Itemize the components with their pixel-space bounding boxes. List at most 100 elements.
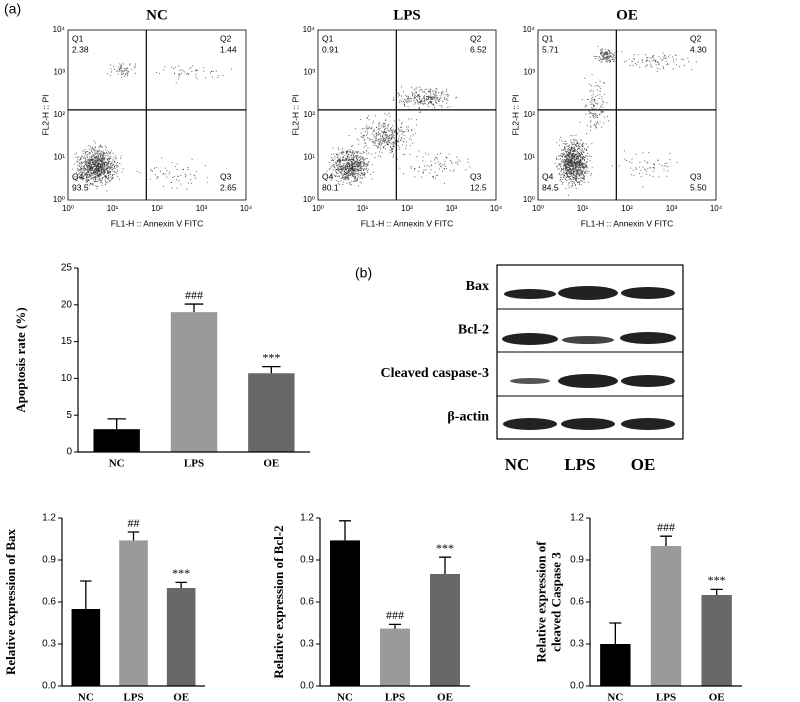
event-dot bbox=[434, 95, 436, 97]
event-dot bbox=[669, 158, 671, 160]
flow-title: LPS bbox=[393, 7, 421, 23]
event-dot bbox=[565, 158, 567, 160]
event-dot bbox=[347, 166, 349, 167]
event-dot bbox=[584, 148, 586, 149]
event-dot bbox=[411, 93, 413, 95]
event-dot bbox=[126, 69, 128, 71]
event-dot bbox=[341, 150, 343, 152]
event-dot bbox=[597, 85, 599, 87]
error-bar bbox=[339, 520, 351, 541]
event-dot bbox=[408, 118, 410, 120]
event-dot bbox=[347, 160, 349, 162]
event-dot bbox=[383, 126, 385, 128]
event-dot bbox=[570, 135, 572, 137]
event-dot bbox=[399, 149, 401, 151]
event-dot bbox=[566, 143, 568, 144]
event-dot bbox=[343, 159, 345, 161]
event-dot bbox=[691, 69, 693, 70]
event-dot bbox=[376, 126, 378, 128]
event-dot bbox=[399, 94, 400, 96]
event-dot bbox=[569, 172, 571, 174]
event-dot bbox=[109, 152, 110, 154]
event-dot bbox=[349, 167, 351, 169]
event-dot bbox=[186, 188, 188, 190]
event-dot bbox=[393, 141, 395, 143]
event-dot bbox=[695, 61, 697, 63]
event-dot bbox=[92, 176, 94, 178]
event-dot bbox=[114, 166, 115, 168]
event-dot bbox=[406, 128, 408, 130]
panel-label: (b) bbox=[355, 265, 372, 281]
event-dot bbox=[97, 179, 99, 181]
y-tick-label: 25 bbox=[61, 263, 73, 274]
event-dot bbox=[450, 161, 452, 163]
event-dot bbox=[122, 168, 124, 170]
event-dot bbox=[385, 127, 387, 129]
event-dot bbox=[348, 160, 350, 161]
event-dot bbox=[375, 137, 377, 139]
event-dot bbox=[81, 156, 83, 157]
event-dot bbox=[98, 164, 100, 166]
event-dot bbox=[91, 148, 93, 150]
event-dot bbox=[81, 171, 83, 173]
event-dot bbox=[571, 168, 573, 170]
event-dot bbox=[100, 155, 102, 157]
event-dot bbox=[347, 176, 349, 178]
x-tick-label: 10¹ bbox=[577, 204, 589, 213]
event-dot bbox=[596, 121, 598, 123]
x-tick-label: 10³ bbox=[666, 204, 678, 213]
event-dot bbox=[92, 168, 93, 169]
event-dot bbox=[608, 53, 610, 55]
event-dot bbox=[92, 161, 94, 163]
event-dot bbox=[566, 157, 568, 159]
event-dot bbox=[391, 129, 393, 131]
significance-label: ## bbox=[128, 516, 140, 530]
event-dot bbox=[379, 139, 381, 141]
event-dot bbox=[596, 89, 598, 91]
event-dot bbox=[384, 145, 386, 147]
event-dot bbox=[100, 164, 102, 166]
event-dot bbox=[358, 174, 360, 175]
event-dot bbox=[338, 161, 340, 163]
quadrant-value: 4.30 bbox=[690, 44, 707, 54]
event-dot bbox=[581, 174, 583, 176]
event-dot bbox=[122, 73, 124, 75]
event-dot bbox=[98, 147, 100, 149]
event-dot bbox=[574, 164, 576, 166]
event-dot bbox=[560, 170, 562, 172]
event-dot bbox=[215, 70, 217, 72]
event-dot bbox=[120, 157, 121, 159]
event-dot bbox=[564, 175, 566, 177]
band bbox=[620, 332, 676, 344]
event-dot bbox=[594, 105, 595, 106]
event-dot bbox=[110, 64, 112, 66]
event-dot bbox=[184, 71, 186, 73]
event-dot bbox=[79, 157, 81, 159]
event-dot bbox=[348, 135, 350, 136]
event-dot bbox=[636, 64, 638, 66]
event-dot bbox=[591, 100, 593, 102]
event-dot bbox=[414, 167, 416, 169]
event-dot bbox=[398, 141, 400, 143]
event-dot bbox=[354, 128, 356, 130]
event-dot bbox=[370, 153, 372, 155]
event-dot bbox=[98, 168, 100, 170]
event-dot bbox=[90, 164, 92, 166]
event-dot bbox=[84, 173, 86, 175]
event-dot bbox=[561, 154, 563, 156]
event-dot bbox=[211, 76, 213, 78]
event-dot bbox=[359, 163, 361, 165]
event-dot bbox=[653, 167, 655, 168]
event-dot bbox=[128, 71, 130, 73]
event-dot bbox=[84, 174, 86, 176]
event-dot bbox=[633, 54, 635, 56]
event-dot bbox=[352, 164, 353, 165]
event-dot bbox=[399, 101, 401, 103]
event-dot bbox=[571, 175, 573, 177]
event-dot bbox=[386, 135, 388, 137]
event-dot bbox=[119, 67, 121, 69]
event-dot bbox=[103, 159, 105, 161]
event-dot bbox=[79, 158, 81, 160]
event-dot bbox=[416, 99, 418, 100]
event-dot bbox=[629, 161, 631, 163]
